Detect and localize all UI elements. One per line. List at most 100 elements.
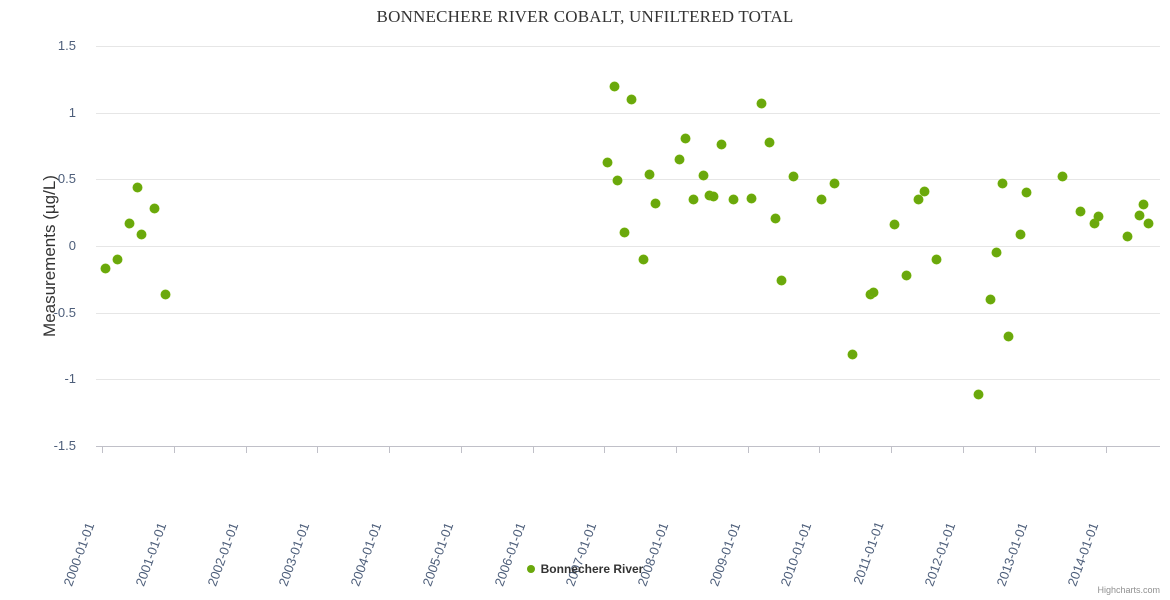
x-axis-tick-label-text: 2006-01-01 xyxy=(491,520,528,589)
y-axis-tick-label: 0 xyxy=(68,238,76,253)
x-axis-tick xyxy=(173,446,175,453)
data-point[interactable] xyxy=(747,193,757,203)
data-point[interactable] xyxy=(1093,212,1103,222)
gridline xyxy=(96,112,1160,114)
x-axis-tick-label-text: 2007-01-01 xyxy=(562,520,600,589)
gridline xyxy=(96,46,1160,47)
x-axis-tick xyxy=(962,446,964,453)
data-point[interactable] xyxy=(125,218,135,228)
data-point[interactable] xyxy=(1003,332,1013,342)
data-point[interactable] xyxy=(920,186,930,196)
x-axis-tick-label-text: 2005-01-01 xyxy=(419,520,457,589)
x-axis-tick xyxy=(317,446,319,453)
data-point[interactable] xyxy=(869,288,879,298)
y-axis-tick-label: 1.5 xyxy=(57,38,76,53)
data-point[interactable] xyxy=(689,194,699,204)
data-point[interactable] xyxy=(890,220,900,230)
data-point[interactable] xyxy=(1143,218,1153,228)
x-axis-tick-label-text: 2008-01-01 xyxy=(634,520,672,589)
data-point[interactable] xyxy=(698,170,708,180)
data-point[interactable] xyxy=(133,182,143,192)
x-axis-tick-label-text: 2002-01-01 xyxy=(204,520,241,589)
data-point[interactable] xyxy=(161,289,171,299)
data-point[interactable] xyxy=(675,154,685,164)
data-point[interactable] xyxy=(788,172,798,182)
x-axis-tick-label-text: 2014-01-01 xyxy=(1064,520,1102,589)
data-point[interactable] xyxy=(756,98,766,108)
x-axis-tick-label-text: 2004-01-01 xyxy=(347,520,385,589)
x-axis-tick xyxy=(604,446,606,453)
x-axis-tick-label-text: 2001-01-01 xyxy=(132,520,170,589)
data-point[interactable] xyxy=(708,192,718,202)
x-axis-tick-label-text: 2010-01-01 xyxy=(777,520,815,589)
data-point[interactable] xyxy=(150,204,160,214)
x-axis-tick-label-text: 2011-01-01 xyxy=(850,519,887,587)
data-point[interactable] xyxy=(816,194,826,204)
data-point[interactable] xyxy=(1015,229,1025,239)
data-point[interactable] xyxy=(728,194,738,204)
x-axis-tick xyxy=(747,446,749,453)
data-point[interactable] xyxy=(830,178,840,188)
gridline xyxy=(96,379,1160,381)
x-axis-tick xyxy=(819,446,821,453)
data-point[interactable] xyxy=(973,389,983,399)
data-point[interactable] xyxy=(101,264,111,274)
data-point[interactable] xyxy=(609,81,619,91)
plot-area: 1.5 1 0.5 0 -0.5 -1 -1.5 2000-01-01 2001-01-01 2… xyxy=(54,38,1160,588)
data-point[interactable] xyxy=(1139,200,1149,210)
chart-legend: Bonnechere River xyxy=(0,561,1170,576)
data-point[interactable] xyxy=(770,213,780,223)
data-point[interactable] xyxy=(901,270,911,280)
x-axis-tick xyxy=(102,446,104,453)
data-point[interactable] xyxy=(613,176,623,186)
legend-marker-icon xyxy=(526,564,535,573)
data-point[interactable] xyxy=(716,140,726,150)
data-point[interactable] xyxy=(651,198,661,208)
x-axis-tick-label-text: 2012-01-01 xyxy=(921,520,959,589)
data-point[interactable] xyxy=(764,137,774,147)
x-axis-tick-label-text: 2013-01-01 xyxy=(993,520,1031,589)
x-axis-tick xyxy=(460,446,462,453)
data-point[interactable] xyxy=(603,157,613,167)
legend-item-bonnechere-river[interactable]: Bonnechere River xyxy=(526,561,644,576)
data-point[interactable] xyxy=(913,194,923,204)
data-point[interactable] xyxy=(1123,232,1133,242)
y-axis-tick-label: -0.5 xyxy=(53,304,76,320)
y-axis-tick-label: -1.5 xyxy=(53,438,76,453)
x-axis-tick xyxy=(245,446,247,453)
data-point[interactable] xyxy=(620,228,630,238)
x-axis-tick-label-text: 2009-01-01 xyxy=(706,520,744,589)
data-point[interactable] xyxy=(681,133,691,143)
data-point[interactable] xyxy=(113,254,123,264)
y-axis-tick-label: 0.5 xyxy=(57,171,76,187)
y-axis-tick-label: -1 xyxy=(64,371,76,387)
chart-title: BONNECHERE RIVER COBALT, UNFILTERED TOTA… xyxy=(376,7,794,26)
x-axis-tick xyxy=(532,446,534,453)
data-point[interactable] xyxy=(997,178,1007,188)
x-axis-tick-label-text: 2000-01-01 xyxy=(60,520,98,589)
data-point[interactable] xyxy=(1075,206,1085,216)
data-point[interactable] xyxy=(1089,218,1099,228)
data-point[interactable] xyxy=(137,229,147,239)
gridline xyxy=(96,246,1160,247)
credits-link[interactable]: Highcharts.com xyxy=(1097,585,1160,595)
data-point[interactable] xyxy=(1021,188,1031,198)
x-axis-tick xyxy=(1034,446,1036,453)
data-point[interactable] xyxy=(639,254,648,264)
x-axis-tick xyxy=(891,446,893,453)
x-axis-tick-label-text: 2003-01-01 xyxy=(275,520,313,589)
y-axis-tick-label: 1 xyxy=(68,104,76,120)
data-point[interactable] xyxy=(627,94,637,104)
data-point[interactable] xyxy=(848,349,858,359)
legend-item-label: Bonnechere River xyxy=(540,561,644,576)
data-point[interactable] xyxy=(1135,210,1145,220)
x-axis-tick xyxy=(1106,446,1108,453)
data-point[interactable] xyxy=(985,294,995,304)
data-point[interactable] xyxy=(991,248,1001,258)
data-point[interactable] xyxy=(1057,172,1067,182)
gridline xyxy=(96,312,1160,314)
data-point[interactable] xyxy=(645,169,655,179)
data-point[interactable] xyxy=(776,276,786,286)
data-point[interactable] xyxy=(932,254,942,264)
